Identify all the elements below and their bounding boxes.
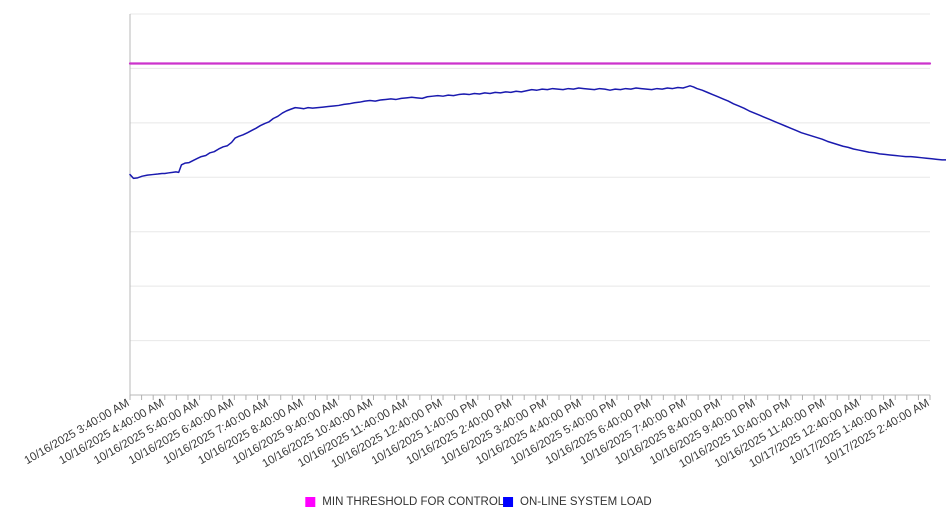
- plot-area-background: [130, 14, 930, 395]
- legend-label: ON-LINE SYSTEM LOAD: [520, 496, 652, 508]
- chart-legend: MIN THRESHOLD FOR CONTROL ON-LINE SYSTEM …: [305, 496, 652, 508]
- series-on-line-system-load: [129, 85, 946, 180]
- x-axis-minor-ticks: [129, 395, 931, 400]
- legend-swatch: [305, 497, 316, 507]
- legend-label: MIN THRESHOLD FOR CONTROL: [322, 496, 504, 508]
- legend-swatch: [503, 497, 514, 507]
